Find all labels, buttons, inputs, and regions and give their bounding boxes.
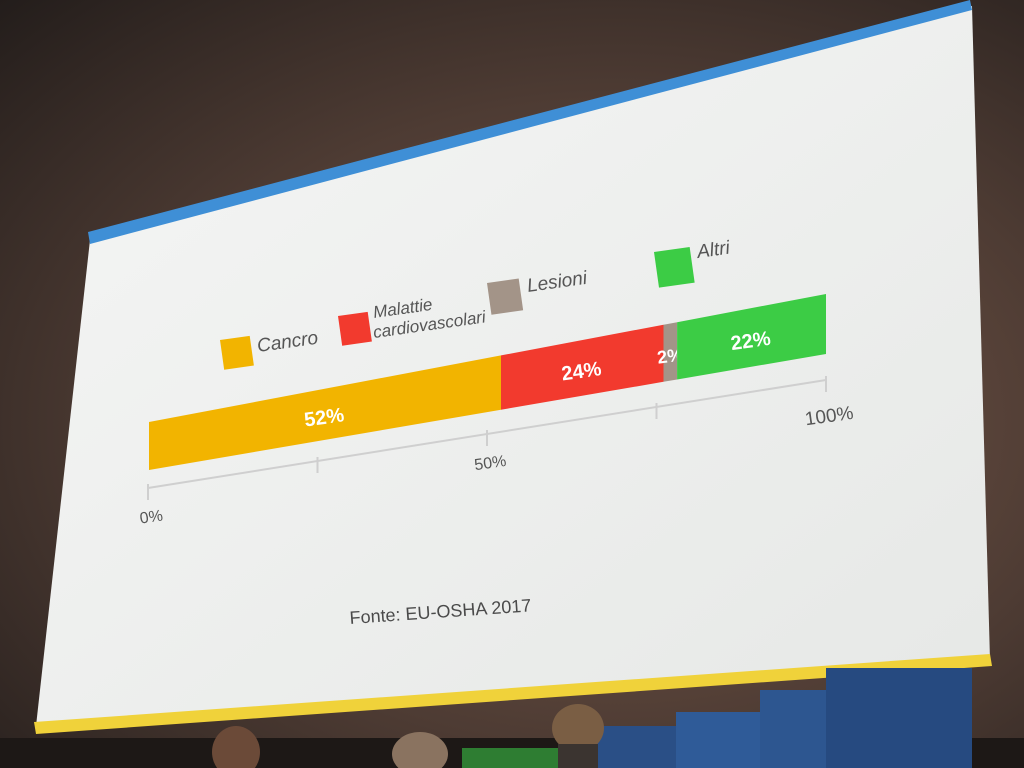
- legend-swatch: [220, 335, 254, 370]
- green-block: [462, 748, 572, 768]
- stage-block: [760, 690, 826, 768]
- bar-segment-lesioni: [663, 322, 678, 382]
- bar-segment-malattie: [501, 324, 664, 410]
- bar-segment-altri: [677, 294, 826, 380]
- legend-swatch: [654, 246, 695, 288]
- slide-bottom-border: [34, 654, 992, 734]
- stage-block: [676, 712, 760, 768]
- audience-head: [392, 732, 448, 768]
- foreground: [0, 668, 1024, 768]
- legend-swatch: [487, 278, 524, 315]
- x-tick-label: 0%: [139, 508, 164, 528]
- stage-block: [826, 668, 972, 768]
- legend-label: Altri: [695, 237, 732, 263]
- chart: 0%50%100%52%24%2%22%CancroMalattiecardio…: [139, 237, 855, 627]
- audience-head: [212, 726, 260, 768]
- bar-segment-cancro: [149, 355, 501, 470]
- legend-swatch: [337, 311, 372, 346]
- audience-head: [552, 704, 604, 752]
- audience-body: [558, 744, 598, 768]
- x-tick-label: 50%: [473, 453, 507, 474]
- slide-top-border: [88, 0, 972, 244]
